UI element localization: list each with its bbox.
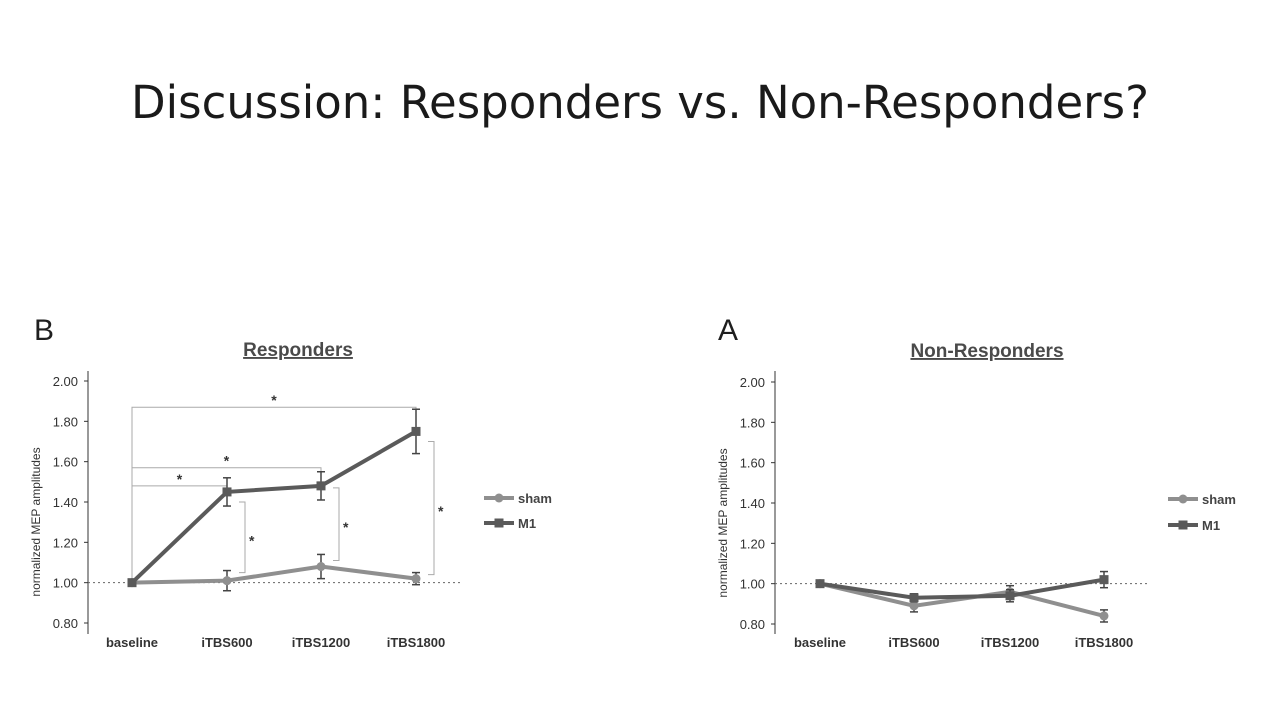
significance-marker: *: [333, 487, 349, 561]
series-line: [819, 577, 1105, 600]
significance-star: *: [224, 453, 230, 469]
chart-title: Non-Responders: [910, 341, 1063, 362]
significance-bracket: [239, 501, 246, 574]
y-tick-label: 1.60: [53, 455, 78, 470]
x-tick-label: iTBS1800: [387, 635, 446, 650]
significance-bracket: [428, 441, 435, 576]
chart-panel-a: A Non-Responders 0.80 1.00 1.20 1.40 1.60 1.80 2…: [716, 314, 1236, 650]
series-line: [130, 429, 417, 585]
legend-marker: [1178, 494, 1188, 504]
x-tick-label: baseline: [794, 635, 846, 650]
y-tick-label: 0.80: [740, 617, 765, 632]
legend: sham M1: [484, 491, 552, 531]
x-tick-label: iTBS1200: [292, 635, 351, 650]
significance-marker: *: [131, 453, 322, 583]
data-point: [316, 562, 326, 572]
significance-star: *: [343, 519, 349, 535]
y-tick-label: 0.80: [53, 616, 78, 631]
data-point: [815, 579, 825, 589]
panel-letter: B: [34, 314, 54, 347]
y-tick-label: 1.80: [740, 415, 765, 430]
series-sham: [127, 553, 421, 592]
data-point: [127, 578, 137, 588]
slide-title: Discussion: Responders vs. Non-Responder…: [131, 76, 1149, 129]
x-tick-label: iTBS600: [888, 635, 939, 650]
data-point: [1005, 591, 1015, 601]
data-point: [909, 601, 919, 611]
y-tick-label: 1.00: [740, 577, 765, 592]
data-point: [411, 426, 421, 436]
significance-marker: *: [428, 441, 444, 576]
data-point: [1099, 611, 1109, 621]
series-line: [131, 564, 417, 585]
legend-marker: [494, 518, 504, 528]
data-point: [1099, 575, 1109, 585]
x-tick-label: baseline: [106, 635, 158, 650]
x-tick-label: iTBS1200: [981, 635, 1040, 650]
y-tick-label: 1.60: [740, 456, 765, 471]
series-line: [819, 581, 1105, 618]
legend-marker: [1178, 520, 1188, 530]
y-tick-label: 1.40: [53, 495, 78, 510]
x-tick-label: iTBS1800: [1075, 635, 1134, 650]
data-point: [909, 593, 919, 603]
data-point: [222, 487, 232, 497]
legend: sham M1: [1168, 492, 1236, 533]
series-m1: [127, 408, 421, 588]
significance-marker: *: [131, 471, 228, 583]
y-tick-label: 1.20: [740, 536, 765, 551]
series-m1: [815, 570, 1109, 603]
y-tick-label: 1.20: [53, 535, 78, 550]
significance-star: *: [177, 471, 183, 487]
y-tick-label: 2.00: [53, 374, 78, 389]
y-tick-label: 2.00: [740, 375, 765, 390]
legend-marker: [494, 493, 504, 503]
legend-label: sham: [1202, 492, 1236, 507]
legend-label: sham: [518, 491, 552, 506]
y-axis-label: normalized MEP amplitudes: [29, 447, 43, 596]
y-tick-label: 1.80: [53, 414, 78, 429]
chart-title: Responders: [243, 340, 353, 361]
y-tick-label: 1.40: [740, 496, 765, 511]
chart-panel-b: B Responders 0.80 1.00 1.20 1.40 1.60 1.80 2.00 n…: [29, 314, 552, 650]
significance-marker: *: [239, 501, 255, 574]
y-tick-label: 1.00: [53, 576, 78, 591]
x-tick-label: iTBS600: [201, 635, 252, 650]
significance-star: *: [249, 532, 255, 548]
legend-label: M1: [518, 516, 536, 531]
data-point: [222, 576, 232, 586]
significance-bracket: [333, 487, 340, 561]
significance-bracket: [131, 406, 417, 583]
significance-star: *: [271, 392, 277, 408]
panel-letter: A: [718, 314, 738, 347]
legend-label: M1: [1202, 518, 1220, 533]
data-point: [316, 481, 326, 491]
y-axis-label: normalized MEP amplitudes: [716, 448, 730, 597]
data-point: [411, 574, 421, 584]
significance-star: *: [438, 503, 444, 519]
